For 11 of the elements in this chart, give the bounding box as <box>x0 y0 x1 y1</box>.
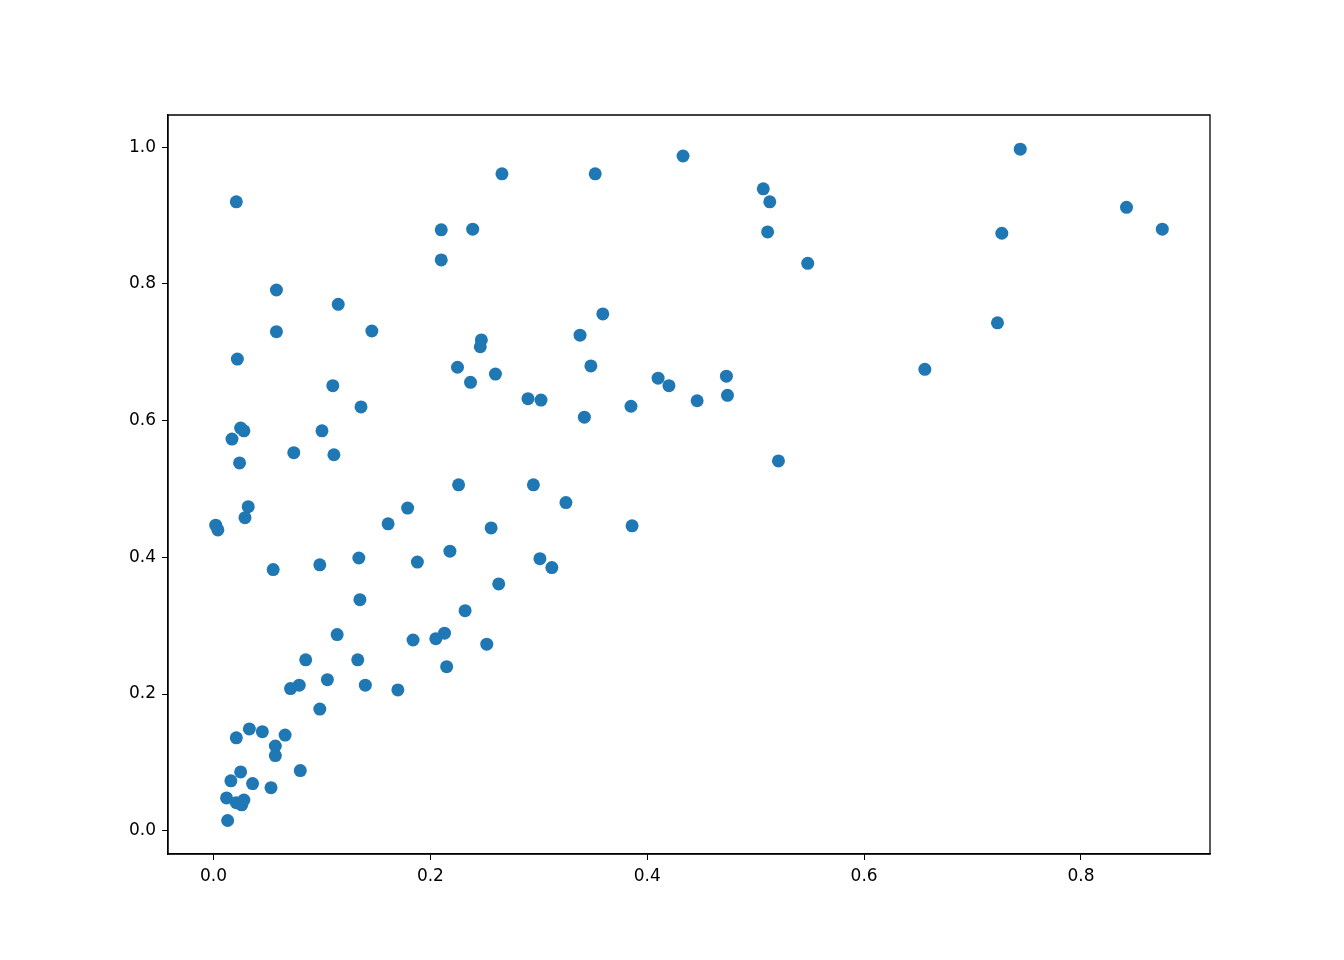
x-tick-label: 0.8 <box>1067 864 1095 885</box>
x-tick-label: 0.2 <box>416 864 444 885</box>
y-tick-label: 0.4 <box>128 545 156 566</box>
x-tick-label: 0.6 <box>850 864 878 885</box>
y-tick-label: 0.2 <box>128 682 156 703</box>
y-tick-label: 1.0 <box>128 135 156 156</box>
x-tick-label: 0.0 <box>200 864 228 885</box>
x-tick-label: 0.4 <box>633 864 661 885</box>
y-tick-label: 0.6 <box>128 409 156 429</box>
y-tick-label: 0.0 <box>128 819 156 840</box>
y-tick-label: 0.8 <box>128 272 156 293</box>
